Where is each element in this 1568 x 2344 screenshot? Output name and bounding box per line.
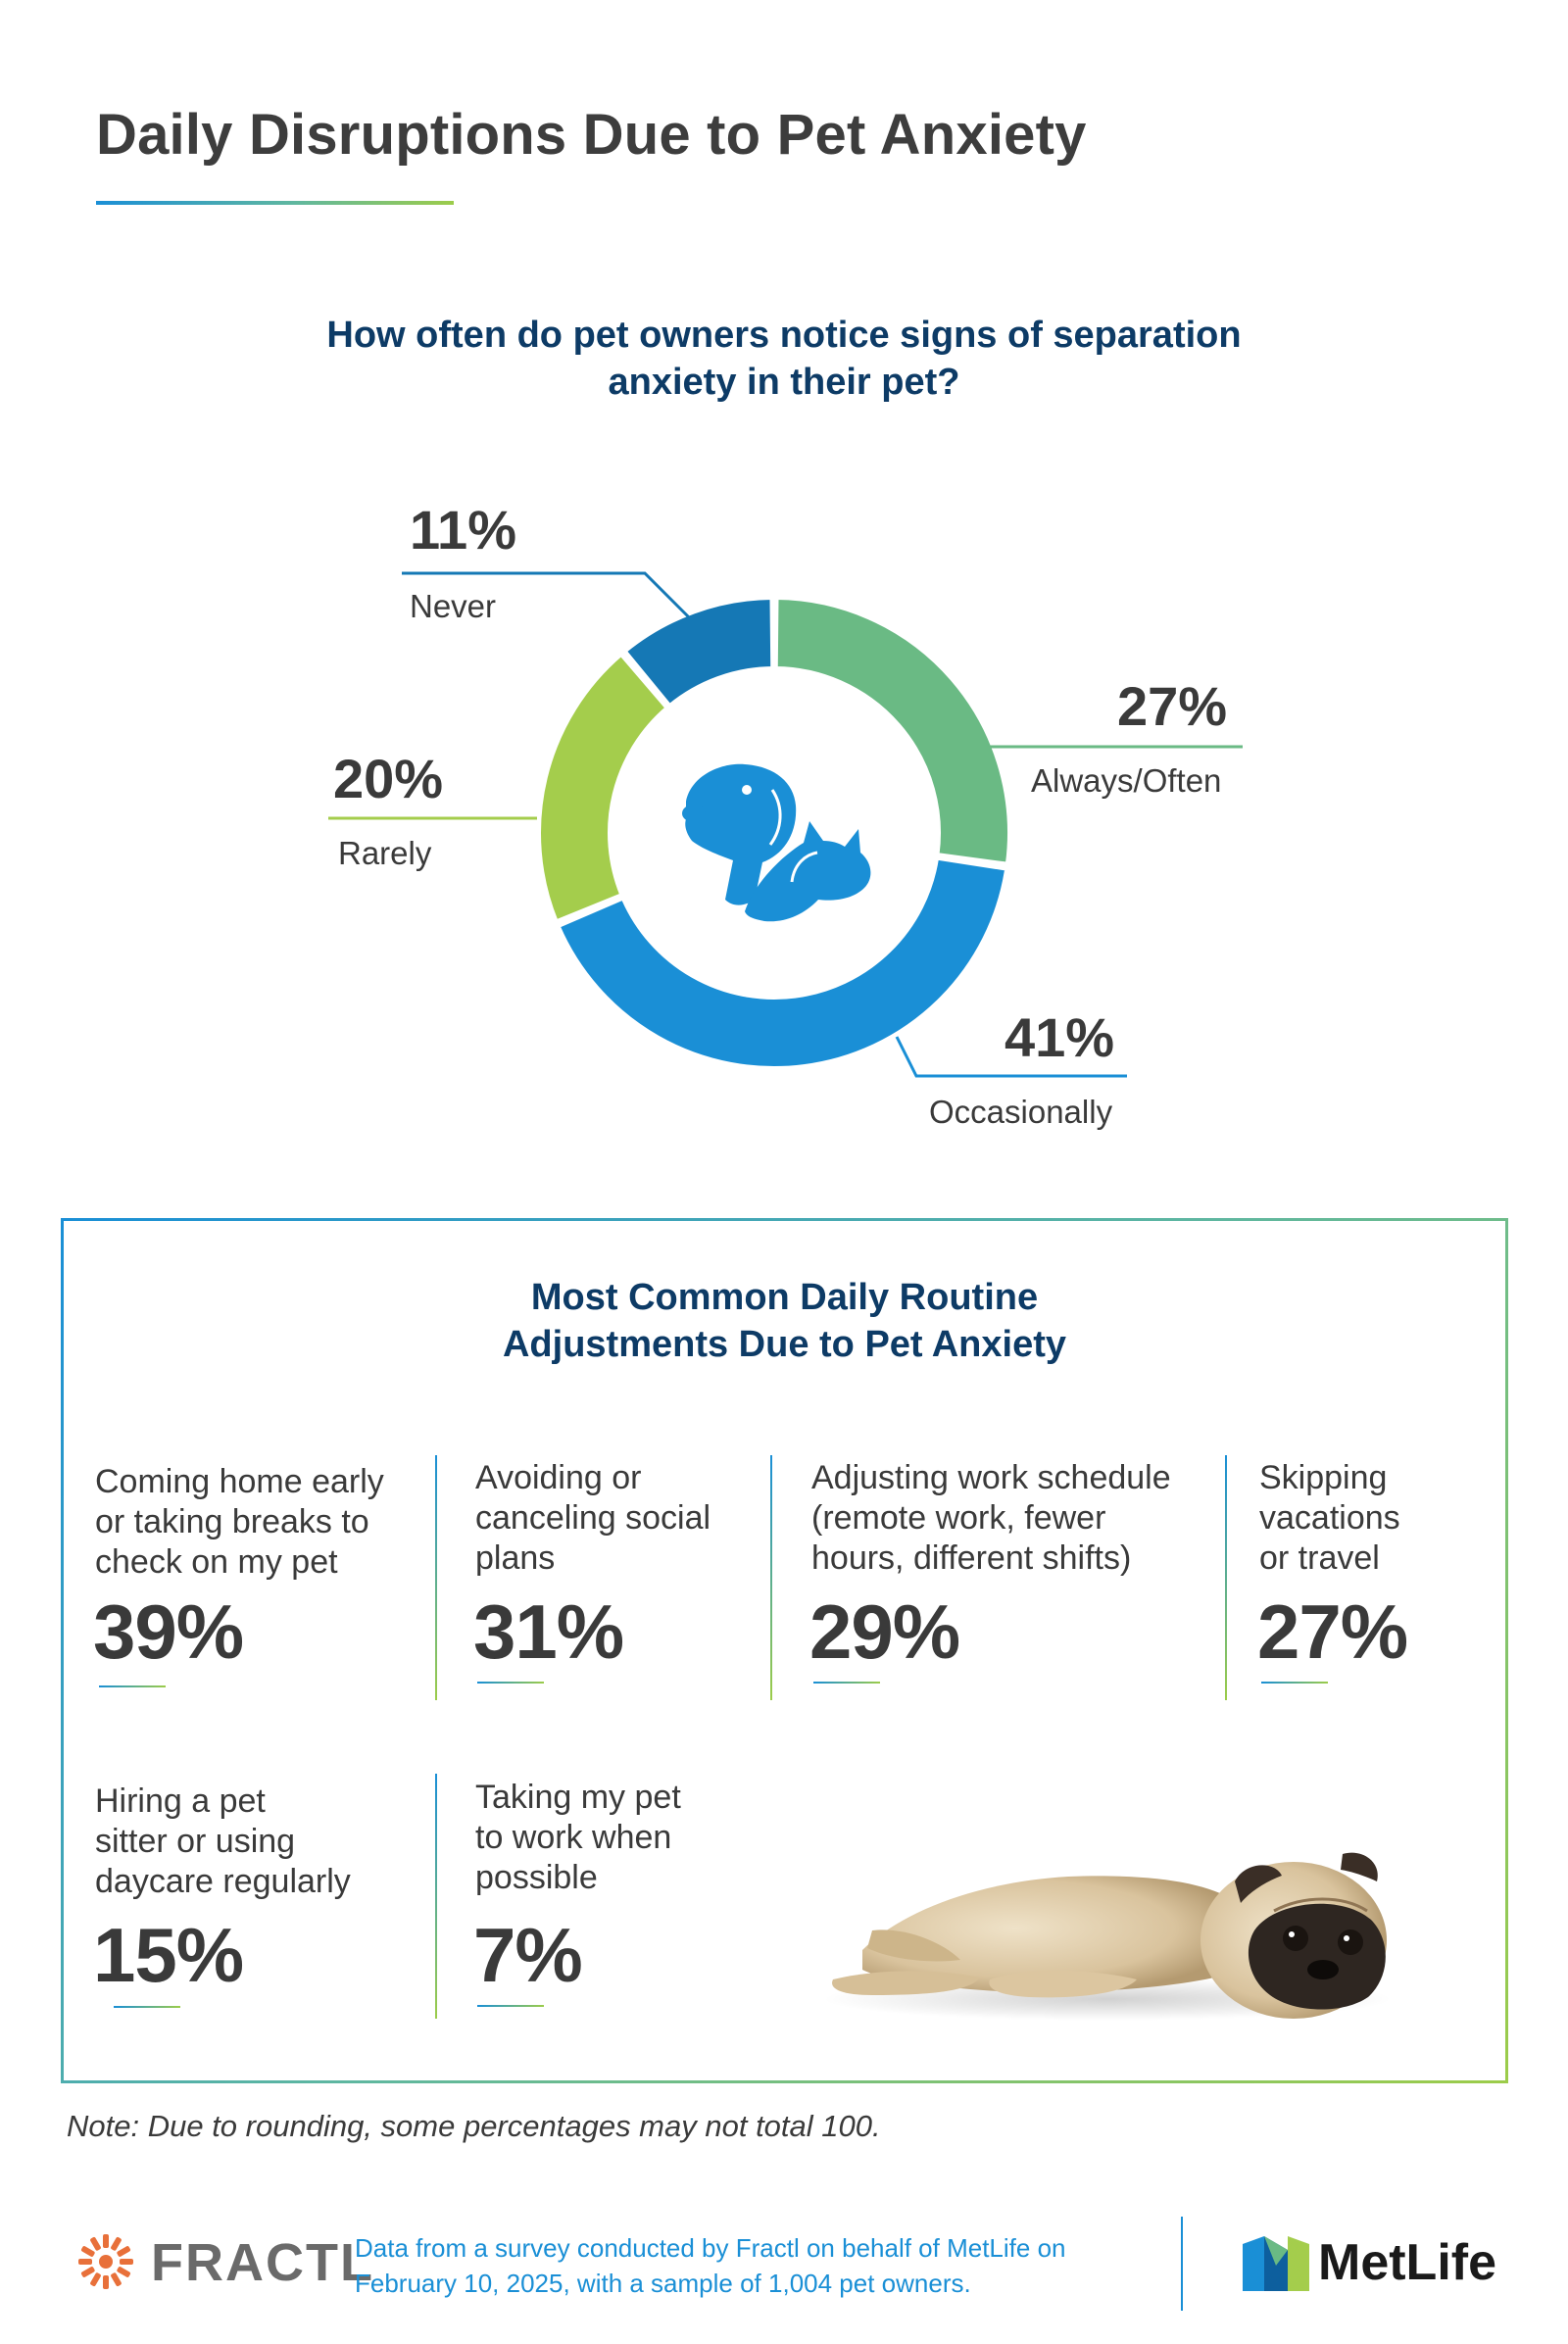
stat-value: 15% xyxy=(93,1912,244,1998)
stat-label-line: or travel xyxy=(1259,1539,1380,1577)
footnote: Note: Due to rounding, some percentages … xyxy=(67,2109,881,2143)
adjustments-title: Most Common Daily Routine Adjustments Du… xyxy=(61,1274,1508,1368)
stat-underline xyxy=(114,2006,180,2008)
stat-label-line: possible xyxy=(475,1859,598,1896)
occasionally-label: Occasionally xyxy=(929,1094,1113,1130)
stat-taking-pet-to-work: Taking my pet to work when possible xyxy=(475,1778,769,1898)
stat-value: 27% xyxy=(1257,1588,1408,1675)
stat-label: Skipping vacations or travel xyxy=(1259,1458,1494,1579)
stat-underline xyxy=(1261,1682,1328,1684)
never-label: Never xyxy=(410,588,497,624)
stat-label-line: Hiring a pet xyxy=(95,1782,266,1820)
stat-value: 31% xyxy=(473,1588,624,1675)
fractl-petal xyxy=(111,2236,122,2251)
fractl-logo-icon xyxy=(78,2234,133,2289)
fractl-petal xyxy=(103,2234,109,2248)
leader-never xyxy=(402,571,693,621)
divider-2 xyxy=(770,1455,772,1700)
stat-label: Hiring a pet sitter or using daycare reg… xyxy=(95,1782,428,1902)
stat-label: Coming home early or taking breaks to ch… xyxy=(95,1462,428,1583)
slice-rarely xyxy=(537,651,670,925)
metlife-wordmark: MetLife xyxy=(1318,2234,1496,2291)
fractl-petal xyxy=(80,2246,95,2257)
stat-adjusting-work-schedule: Adjusting work schedule (remote work, fe… xyxy=(811,1458,1223,1579)
fractl-petal xyxy=(90,2236,101,2251)
divider-3 xyxy=(1225,1455,1227,1700)
slice-always-often xyxy=(773,595,1011,866)
stat-avoiding-social-plans: Avoiding or canceling social plans xyxy=(475,1458,760,1579)
stat-hiring-pet-sitter: Hiring a pet sitter or using daycare reg… xyxy=(95,1782,428,1902)
stat-label-line: daycare regularly xyxy=(95,1863,351,1900)
footer-source: Data from a survey conducted by Fractl o… xyxy=(355,2230,1139,2301)
stat-label-line: check on my pet xyxy=(95,1543,338,1581)
stat-underline xyxy=(477,2005,544,2007)
stat-label-line: Avoiding or xyxy=(475,1459,642,1496)
occasionally-percent: 41% xyxy=(1004,1006,1115,1068)
stat-label-line: plans xyxy=(475,1539,556,1577)
footer-divider xyxy=(1181,2217,1183,2311)
stat-value: 7% xyxy=(473,1912,583,1998)
stat-label-line: sitter or using xyxy=(95,1823,296,1860)
pug-photo xyxy=(823,1852,1392,2021)
fractl-petal xyxy=(120,2259,133,2265)
fractl-wordmark: FRACTL xyxy=(151,2233,374,2292)
divider-4 xyxy=(435,1774,437,2019)
metlife-logo-icon xyxy=(1243,2236,1309,2291)
rarely-label: Rarely xyxy=(338,835,432,871)
stat-label-line: canceling social xyxy=(475,1499,711,1537)
fractl-petal xyxy=(111,2272,122,2287)
adjustments-title-text: Most Common Daily Routine Adjustments Du… xyxy=(502,1277,1066,1365)
always-percent: 27% xyxy=(1117,675,1228,737)
stat-label-line: Taking my pet xyxy=(475,1779,681,1816)
fractl-petal xyxy=(90,2272,101,2287)
stat-skipping-vacations: Skipping vacations or travel xyxy=(1259,1458,1494,1579)
stat-label-line: Coming home early xyxy=(95,1463,384,1500)
fractl-petal xyxy=(117,2246,131,2257)
divider-1 xyxy=(435,1455,437,1700)
stat-coming-home-early: Coming home early or taking breaks to ch… xyxy=(95,1462,428,1583)
stat-label-line: Adjusting work schedule xyxy=(811,1459,1171,1496)
fractl-petal xyxy=(78,2259,92,2265)
fractl-petal xyxy=(103,2275,109,2289)
stat-label: Taking my pet to work when possible xyxy=(475,1778,769,1898)
footer-source-line: February 10, 2025, with a sample of 1,00… xyxy=(355,2269,971,2298)
fractl-petal xyxy=(80,2267,95,2277)
stat-underline xyxy=(477,1682,544,1684)
footer-source-line: Data from a survey conducted by Fractl o… xyxy=(355,2233,1066,2263)
donut-chart xyxy=(328,571,1243,1078)
stat-label-line: or taking breaks to xyxy=(95,1503,369,1540)
stat-value: 39% xyxy=(93,1588,244,1675)
slice-never xyxy=(621,595,775,708)
slice-occasionally xyxy=(555,855,1009,1070)
stat-label: Avoiding or canceling social plans xyxy=(475,1458,760,1579)
rarely-percent: 20% xyxy=(333,748,444,809)
stat-value: 29% xyxy=(809,1588,960,1675)
always-label: Always/Often xyxy=(1031,762,1222,799)
stat-label-line: to work when xyxy=(475,1819,672,1856)
leader-occasionally xyxy=(895,1036,1127,1078)
fractl-petal xyxy=(117,2267,131,2277)
stat-label: Adjusting work schedule (remote work, fe… xyxy=(811,1458,1223,1579)
donut-chart-title: How often do pet owners notice signs of … xyxy=(326,315,1242,403)
title-underline xyxy=(96,201,454,205)
dog-and-cat-icon xyxy=(682,763,871,922)
stat-underline xyxy=(813,1682,880,1684)
stat-label-line: (remote work, fewer xyxy=(811,1499,1106,1537)
stat-label-line: hours, different shifts) xyxy=(811,1539,1132,1577)
page-title: Daily Disruptions Due to Pet Anxiety xyxy=(96,103,1087,167)
never-percent: 11% xyxy=(410,499,516,561)
stat-underline xyxy=(99,1685,166,1687)
stat-label-line: Skipping xyxy=(1259,1459,1388,1496)
stat-label-line: vacations xyxy=(1259,1499,1400,1537)
